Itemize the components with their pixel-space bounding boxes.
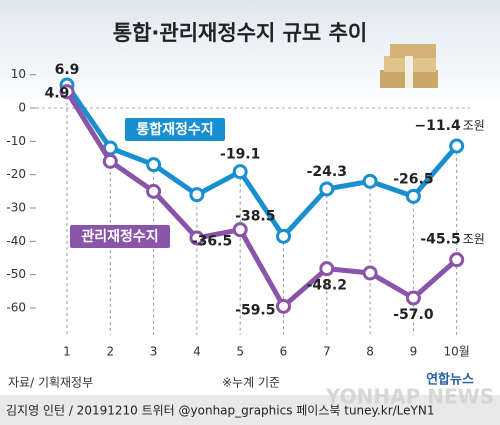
y-tick-label: -20 — [6, 167, 26, 181]
point — [189, 187, 205, 203]
line — [64, 90, 459, 309]
point — [146, 183, 162, 199]
y-tick-label: -50 — [6, 267, 26, 281]
x-tick-label: 9 — [410, 345, 418, 359]
x-tick-label: 8 — [366, 345, 374, 359]
legend-label: 통합재정수지 — [136, 121, 213, 138]
note: ※누계 기준 — [222, 376, 280, 390]
legend-label: 관리재정수지 — [81, 228, 158, 245]
x-tick-label: 6 — [280, 345, 288, 359]
unit-label: 조원 — [463, 232, 485, 246]
value-label: -19.1 — [220, 147, 260, 163]
footer-band — [0, 395, 500, 425]
point — [232, 222, 248, 238]
value-label: -59.5 — [235, 302, 275, 318]
point — [276, 298, 291, 314]
credit: 김지영 인턴 / 20191210 트위터 @yonhap_graphics 페… — [6, 404, 434, 418]
y-tick-label: 10 — [11, 67, 26, 81]
point — [449, 138, 465, 154]
x-tick-label: 10월 — [444, 345, 470, 359]
value-label: -26.5 — [393, 171, 433, 187]
x-tick-label: 2 — [106, 345, 114, 359]
point — [319, 261, 335, 277]
chart-title: 통합·관리재정수지 규모 추이 — [113, 21, 367, 45]
line — [64, 83, 459, 239]
x-tick-label: 3 — [150, 345, 158, 359]
value-label: -57.0 — [393, 307, 434, 323]
y-tick-label: -10 — [6, 134, 26, 148]
y-tick-label: -30 — [6, 201, 26, 215]
point — [362, 173, 378, 189]
point — [146, 157, 162, 173]
point — [189, 230, 205, 246]
value-label: -45.5 — [420, 232, 460, 248]
value-label: -36.5 — [192, 234, 232, 250]
y-tick-label: -60 — [6, 301, 26, 315]
unit-label: 조원 — [463, 119, 485, 133]
x-tick-label: 7 — [323, 345, 331, 359]
point — [319, 181, 335, 197]
legend-box — [125, 118, 225, 141]
value-label: 6.9 — [55, 62, 80, 78]
x-tick-label: 5 — [236, 345, 244, 359]
watermark: YONHAP NEWS — [325, 385, 494, 409]
point — [102, 153, 118, 169]
x-tick-label: 1 — [63, 345, 71, 359]
value-label: -38.5 — [235, 208, 275, 224]
point — [449, 252, 465, 268]
point — [405, 188, 421, 204]
source: 자료/ 기획재정부 — [8, 376, 93, 390]
point — [276, 228, 291, 244]
money-icon — [380, 44, 438, 88]
value-label: −11.4 — [414, 118, 461, 134]
y-tick-label: 0 — [18, 101, 26, 115]
point — [232, 164, 248, 180]
value-label: -48.2 — [307, 278, 347, 294]
value-label: -24.3 — [307, 164, 347, 180]
point — [362, 265, 378, 281]
x-tick-label: 4 — [193, 345, 201, 359]
logo: 연합뉴스 — [426, 372, 474, 388]
point — [59, 84, 75, 100]
y-tick-label: -40 — [6, 234, 26, 248]
value-label: 4.9 — [45, 86, 70, 102]
legend-box — [70, 225, 170, 248]
point — [405, 290, 421, 306]
